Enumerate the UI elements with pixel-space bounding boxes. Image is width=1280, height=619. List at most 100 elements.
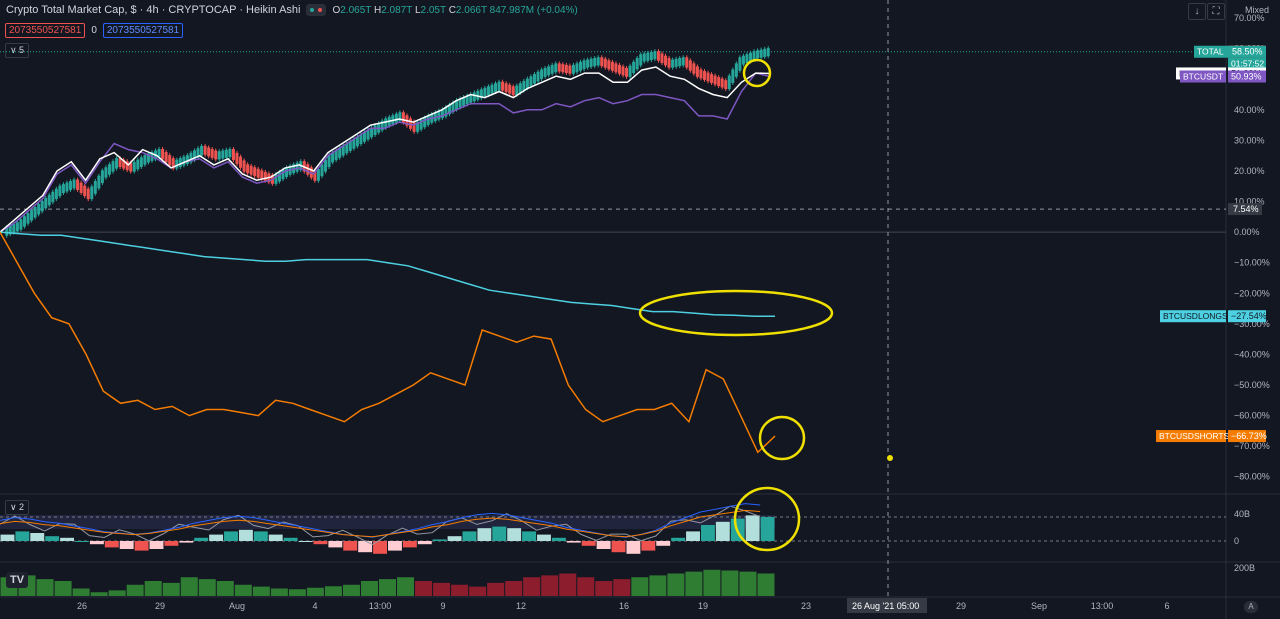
oscillator-bar <box>328 541 343 548</box>
oscillator-collapse-button[interactable]: ∨ 2 <box>5 500 29 515</box>
candle-body <box>529 76 533 86</box>
candle-body <box>228 148 232 158</box>
candle-body <box>497 81 501 91</box>
candle-body <box>603 58 607 68</box>
volume-bar <box>487 582 505 596</box>
candle-body <box>532 74 536 84</box>
oscillator-bar <box>402 541 417 548</box>
oscillator-bar <box>477 528 492 541</box>
symbol-title[interactable]: Crypto Total Market Cap, $ · 4h · CRYPTO… <box>6 4 301 16</box>
candle-body <box>260 170 264 180</box>
candle-body <box>734 63 738 77</box>
candle-body <box>628 65 632 77</box>
candle-body <box>717 77 721 86</box>
auto-scale-button[interactable]: A <box>1244 601 1258 613</box>
volume-bar <box>613 579 631 596</box>
candle-body <box>380 120 384 131</box>
candle-body <box>522 80 526 91</box>
y-tick-label: 40.00% <box>1234 105 1265 115</box>
x-tick-label: Aug <box>229 601 245 611</box>
pane-collapse-button[interactable]: ∨ 5 <box>5 43 29 58</box>
candle-body <box>217 151 221 160</box>
candle-body <box>334 150 338 161</box>
candle-body <box>745 54 749 64</box>
candle-body <box>720 78 724 88</box>
candle-body <box>685 57 689 68</box>
candle-body <box>649 51 653 60</box>
total-name-box <box>1194 45 1228 58</box>
candle-body <box>107 164 111 175</box>
volume-bar <box>216 581 234 596</box>
oscillator-bar <box>566 541 581 543</box>
candle-body <box>164 152 168 163</box>
volume-bar <box>378 579 397 596</box>
y-tick-label: −40.00% <box>1234 349 1270 359</box>
oscillator-bar <box>686 531 700 541</box>
candle-body <box>702 71 706 80</box>
volume-bar <box>541 575 559 596</box>
candle-body <box>508 84 512 94</box>
download-icon[interactable]: ↓ <box>1188 3 1206 20</box>
candle-body <box>306 164 310 175</box>
candle-body <box>688 60 692 71</box>
x-tick-label: 6 <box>1164 601 1169 611</box>
fullscreen-icon[interactable]: ⛶ <box>1207 3 1225 20</box>
btcusdlongs-value-label: −27.54% <box>1231 311 1267 321</box>
input-value-red[interactable]: 2073550527581 <box>5 23 86 38</box>
candle-body <box>192 150 196 161</box>
candle-body <box>543 67 547 77</box>
btcusdlongs-line <box>0 231 775 317</box>
candle-body <box>12 223 16 233</box>
visibility-toggle-icon[interactable] <box>306 4 327 16</box>
candle-body <box>451 102 455 112</box>
input-value-blue[interactable]: 2073550527581 <box>102 23 184 38</box>
crosshair-x-box <box>847 598 927 613</box>
oscillator-bar <box>537 534 551 541</box>
volume-bar <box>739 571 757 596</box>
candle-body <box>33 207 37 218</box>
oscillator-bar <box>388 541 402 551</box>
volume-bar <box>631 577 649 596</box>
candle-body <box>274 174 278 184</box>
volume-bar <box>126 584 144 596</box>
candle-body <box>316 168 320 181</box>
candle-body <box>656 51 660 61</box>
btcusdlongs-name-box <box>1160 310 1226 323</box>
y-tick-label: 70.00% <box>1234 13 1265 23</box>
highlight-dot <box>887 455 893 461</box>
oscillator-signal-orange <box>0 509 761 538</box>
candle-body <box>320 164 324 177</box>
candle-body <box>51 191 55 203</box>
x-tick-label: 13:00 <box>1091 601 1114 611</box>
candle-body <box>412 121 416 132</box>
candle-body <box>221 150 225 159</box>
oscillator-bar <box>283 537 298 541</box>
candle-body <box>79 182 83 193</box>
volume-bar <box>108 590 126 596</box>
candle-body <box>359 134 363 145</box>
candle-body <box>614 63 618 73</box>
oscillator-bar <box>745 515 760 541</box>
candle-body <box>90 186 94 200</box>
btcusdt-value-label: 50.93% <box>1231 72 1262 82</box>
volume-bar <box>306 587 324 596</box>
volume-bar <box>36 579 54 596</box>
candle-body <box>281 169 285 180</box>
volume-bar <box>523 577 541 596</box>
candle-body <box>146 153 150 163</box>
candle-body <box>401 112 405 123</box>
candle-body <box>724 80 728 90</box>
oscillator-bar <box>611 541 626 553</box>
candle-body <box>324 159 328 172</box>
volume-tick-label: 200B <box>1234 563 1255 573</box>
candle-body <box>455 100 459 110</box>
candle-body <box>22 216 26 227</box>
oscillator-bar <box>119 541 134 549</box>
candle-body <box>501 81 505 91</box>
osc-tick-label: 0 <box>1234 536 1239 546</box>
oscillator-bar <box>194 537 209 541</box>
scale-mode-button[interactable]: Mixed <box>1244 5 1269 15</box>
candle-body <box>589 58 593 67</box>
candle-body <box>756 50 760 59</box>
